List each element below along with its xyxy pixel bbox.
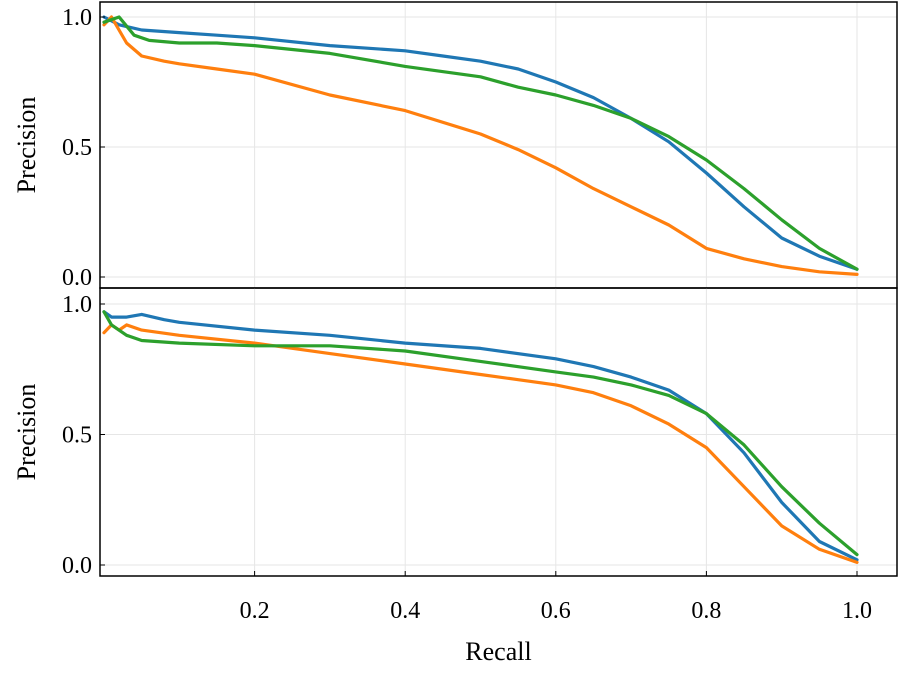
x-tick-label: 0.4 — [390, 598, 420, 624]
bottom-panel: 0.0 0.5 1.0 Precision 0.2 0.4 0.6 0.8 1.0 Recall — [12, 287, 898, 666]
y-tick-label: 0.5 — [62, 423, 92, 449]
y-tick-label: 1.0 — [62, 292, 92, 318]
x-tick-label: 1.0 — [842, 598, 872, 624]
x-axis-title: Recall — [465, 637, 531, 666]
top-panel: 0.0 0.5 1.0 Precision — [12, 1, 898, 291]
series-line-3 — [102, 15, 859, 271]
y-tick-label: 0.0 — [62, 553, 92, 579]
x-tick-label: 0.2 — [240, 598, 270, 624]
y-tick-label: 0.5 — [62, 135, 92, 161]
y-axis-title: Precision — [12, 97, 41, 194]
y-tick-label: 1.0 — [62, 5, 92, 31]
x-tick-label: 0.6 — [541, 598, 571, 624]
series-line-1 — [102, 15, 859, 271]
series-line-1 — [102, 310, 859, 562]
plot-frame — [99, 1, 898, 289]
series-line-2 — [102, 15, 859, 276]
y-tick-label: 0.0 — [62, 265, 92, 291]
series-line-3 — [102, 310, 859, 557]
y-axis-title: Precision — [12, 384, 41, 481]
series-line-2 — [102, 323, 859, 565]
plot-frame — [99, 287, 898, 577]
x-tick-label: 0.8 — [691, 598, 721, 624]
